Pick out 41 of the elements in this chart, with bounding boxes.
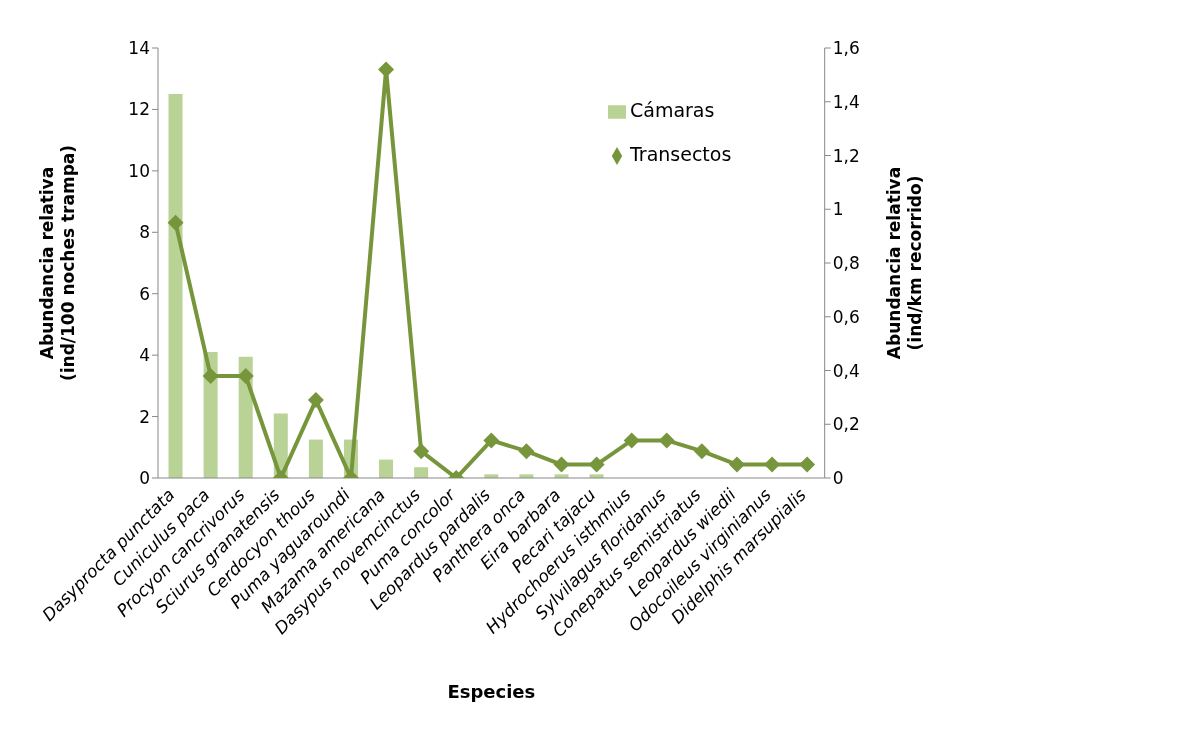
bar — [379, 459, 394, 478]
y2-tick-label: 1 — [832, 199, 844, 220]
y2-tick-label: 0,2 — [832, 414, 860, 435]
x-axis-title: Especies — [447, 681, 536, 702]
point — [588, 456, 605, 473]
y-tick-label: 8 — [139, 222, 150, 243]
y2-tick-label: 1,4 — [832, 91, 860, 112]
y2-tick-label: 0,6 — [832, 306, 860, 327]
point — [764, 456, 781, 473]
bar — [414, 467, 429, 478]
y-tick-label: 4 — [139, 345, 150, 366]
y2-tick-label: 0,8 — [832, 253, 860, 274]
point — [799, 456, 816, 473]
y-tick-label: 2 — [139, 406, 150, 427]
y-tick-label: 12 — [128, 99, 150, 120]
point — [307, 392, 324, 409]
bar — [168, 94, 183, 478]
y-axis-title: Abundancia relativa (ind/100 noches trampa) — [37, 144, 78, 382]
y2-tick-label: 0,4 — [832, 360, 860, 381]
point — [378, 61, 395, 78]
point — [728, 456, 745, 473]
bar — [308, 439, 323, 478]
y2-tick-label: 1,6 — [832, 38, 860, 59]
y2-axis-title: Abundancia relativa (ind/km recorrido) — [883, 166, 925, 360]
y2-tick-label: 0 — [832, 468, 844, 489]
point — [167, 214, 184, 231]
y2-tick-label: 1,2 — [832, 145, 860, 166]
point — [413, 443, 430, 460]
point — [553, 456, 570, 473]
y-tick-label: 10 — [128, 160, 150, 181]
point — [202, 367, 219, 384]
y-tick-label: 6 — [139, 283, 150, 304]
point — [518, 443, 535, 460]
legend-label: Cámaras — [630, 99, 715, 121]
y-tick-label: 14 — [128, 38, 150, 59]
y-tick-label: 0 — [139, 468, 150, 489]
point — [693, 443, 710, 460]
point — [658, 432, 675, 449]
point — [623, 432, 640, 449]
point — [483, 432, 500, 449]
legend-label: Transectos — [630, 143, 732, 165]
